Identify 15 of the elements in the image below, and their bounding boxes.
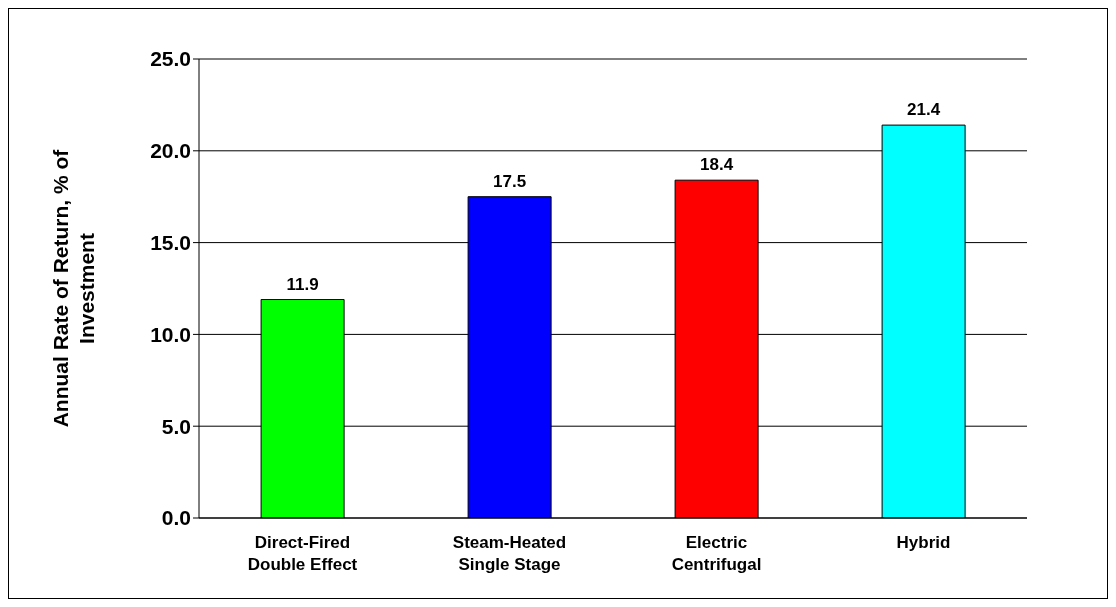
y-tick-label: 5.0 [161,414,191,438]
y-axis-title: Annual Rate of Return, % of Investment [49,148,98,428]
x-tick-label: Direct-Fired Double Effect [247,533,358,574]
y-tick-label: 20.0 [150,139,191,163]
data-label: 11.9 [286,274,319,294]
data-label: 18.4 [700,155,734,175]
y-tick-label: 0.0 [161,506,191,530]
y-tick-label: 25.0 [150,47,191,71]
data-label: 17.5 [493,171,527,191]
y-tick-label: 10.0 [150,322,191,346]
x-tick-label: Steam-Heated Single Stage [452,533,567,574]
y-tick-label: 15.0 [150,231,191,255]
x-tick-label: Electric Centrifugal [671,533,762,574]
x-tick-label: Hybrid [896,533,951,552]
data-label: 21.4 [907,100,941,120]
